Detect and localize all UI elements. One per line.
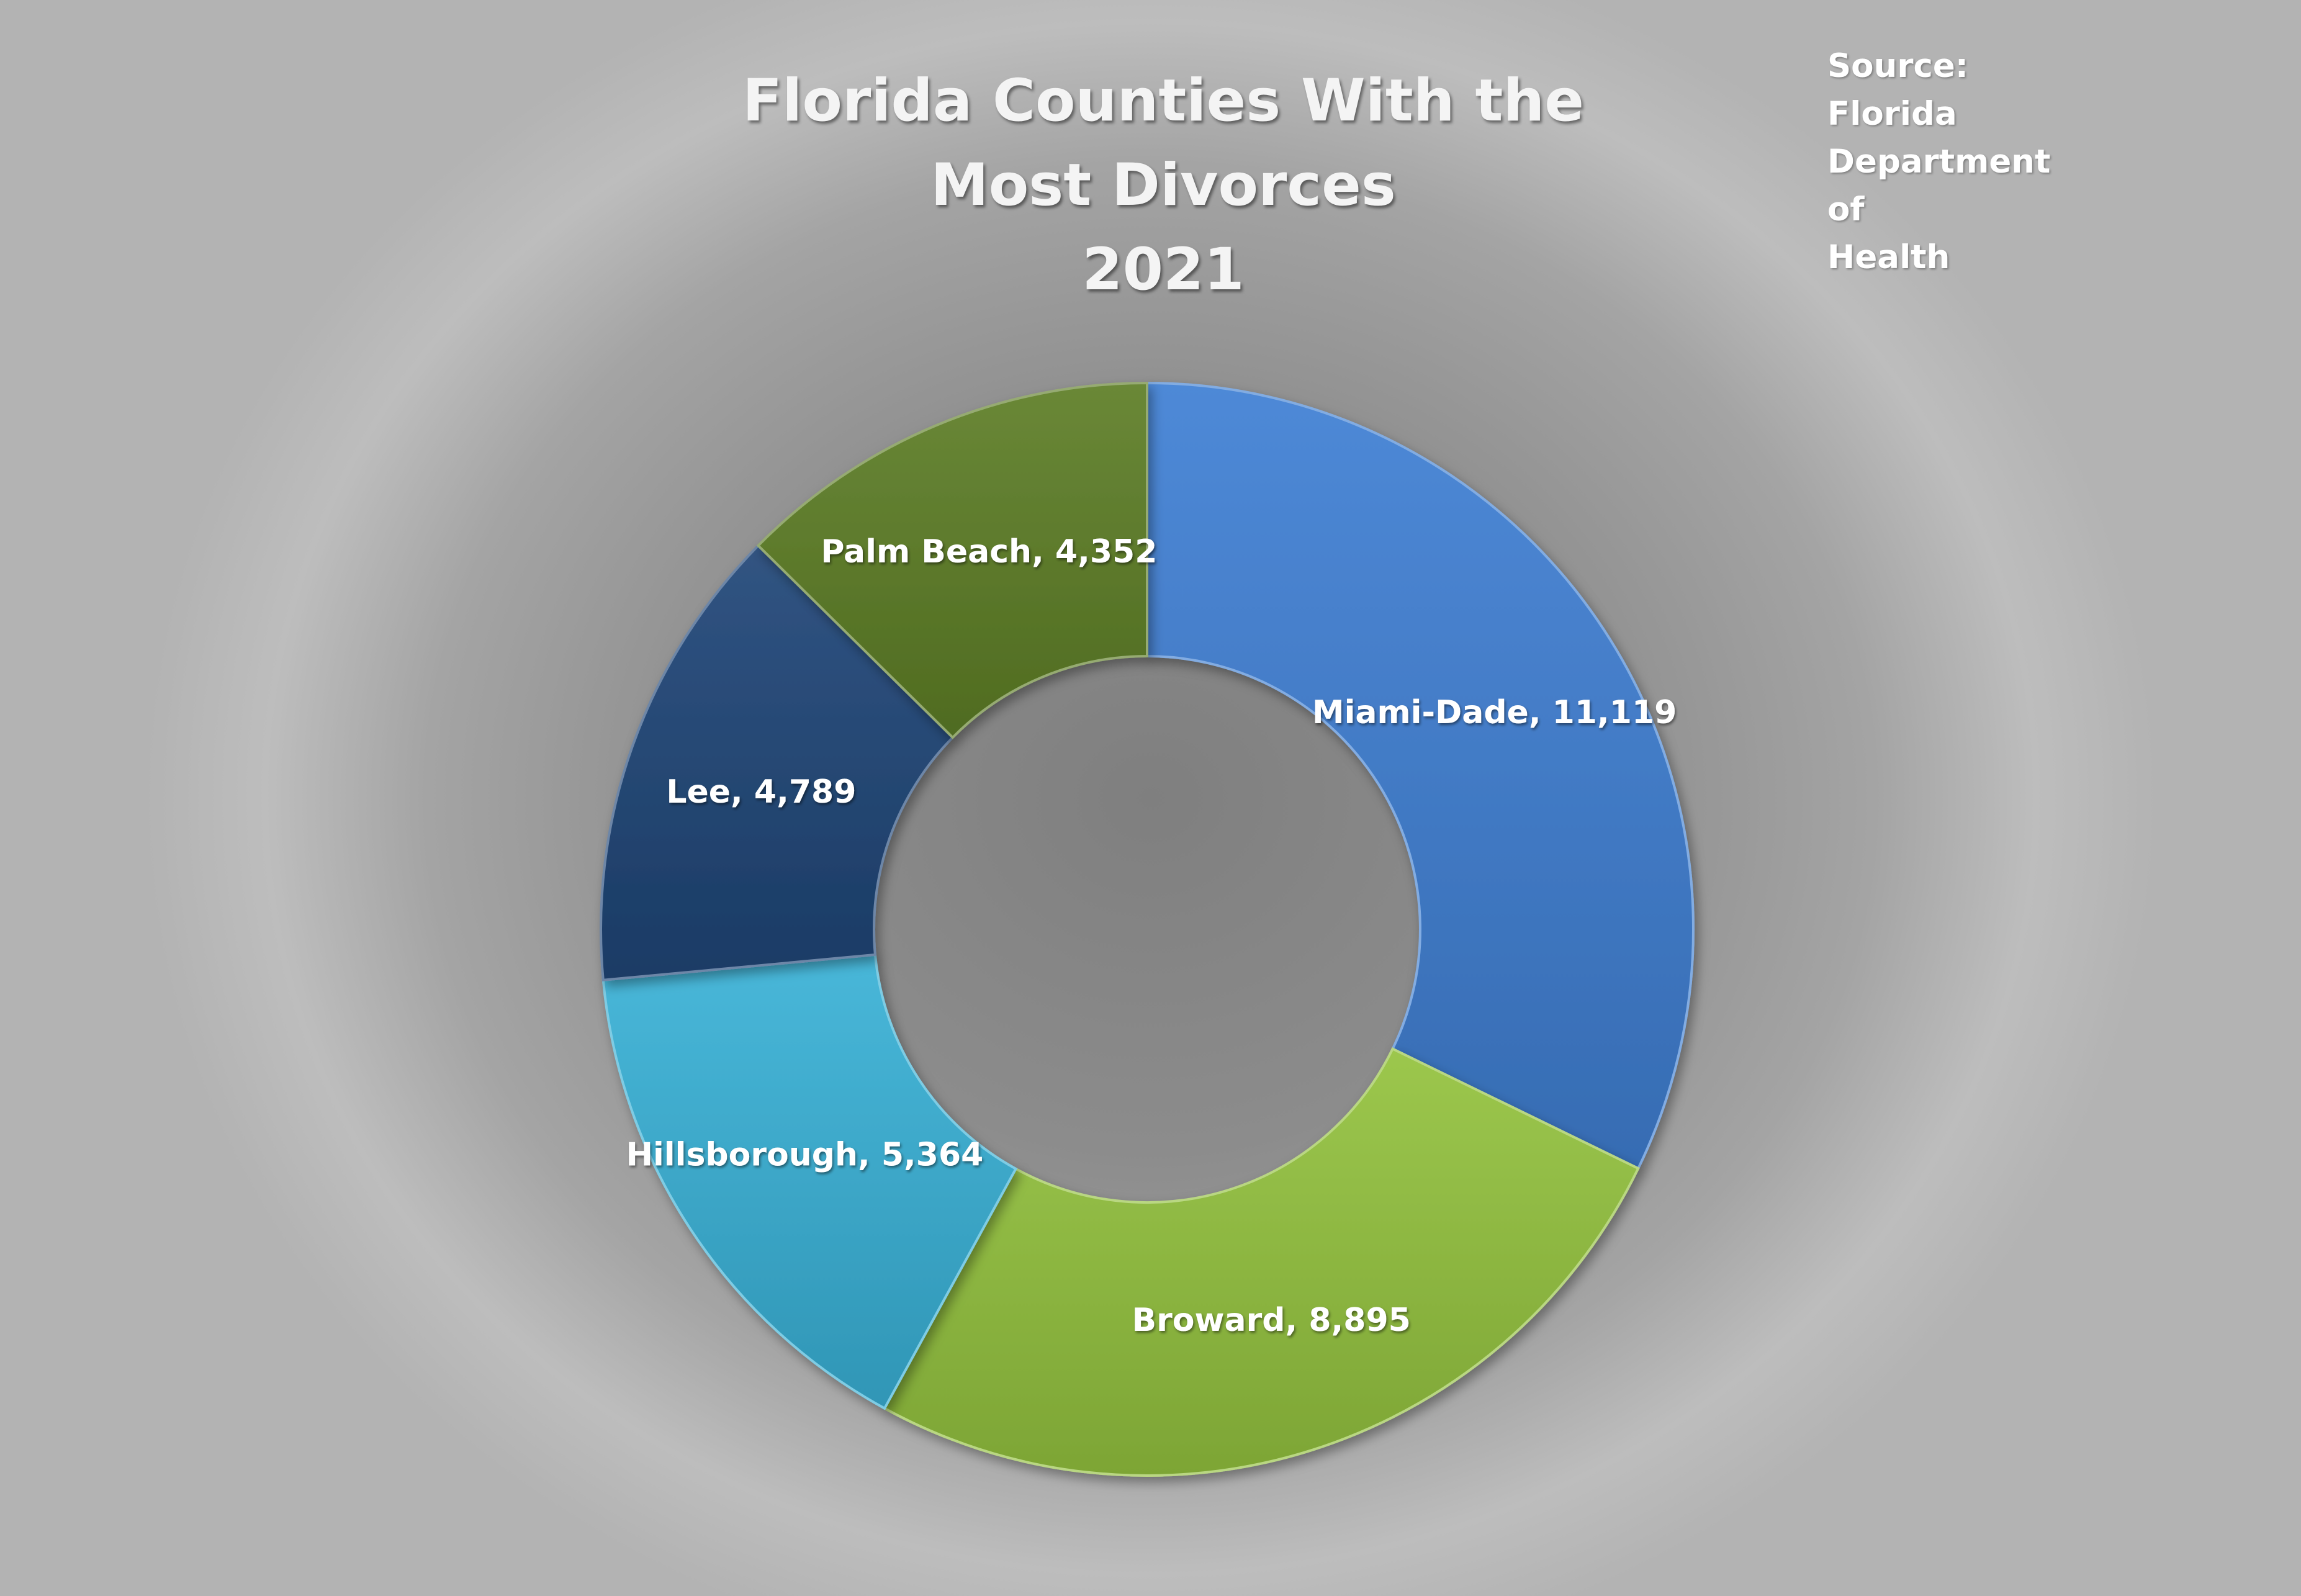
data-label-miami-dade: Miami-Dade, 11,119 bbox=[1312, 694, 1677, 731]
data-label-broward: Broward, 8,895 bbox=[1132, 1302, 1411, 1339]
slice-miami-dade bbox=[1146, 381, 1695, 1170]
chart-title: Florida Counties With the Most Divorces … bbox=[654, 59, 1672, 312]
data-label-palm-beach: Palm Beach, 4,352 bbox=[821, 533, 1157, 570]
slice-palm-beach bbox=[756, 381, 1148, 739]
source-line-1: Source: Florida bbox=[1827, 47, 1969, 133]
data-label-hillsborough: Hillsborough, 5,364 bbox=[626, 1136, 983, 1173]
chart-title-line-1: Florida Counties With the bbox=[742, 67, 1585, 135]
source-line-2: Department of bbox=[1827, 143, 2051, 228]
slice-hillsborough bbox=[601, 953, 1018, 1410]
slice-broward bbox=[883, 1047, 1640, 1477]
slice-lee bbox=[600, 544, 955, 981]
chart-title-line-3: 2021 bbox=[1082, 236, 1245, 304]
chart-title-line-2: Most Divorces bbox=[930, 151, 1396, 219]
source-line-3: Health bbox=[1827, 238, 1950, 276]
source-note: Source: Florida Department of Health bbox=[1827, 42, 2088, 281]
data-label-lee: Lee, 4,789 bbox=[666, 773, 856, 811]
